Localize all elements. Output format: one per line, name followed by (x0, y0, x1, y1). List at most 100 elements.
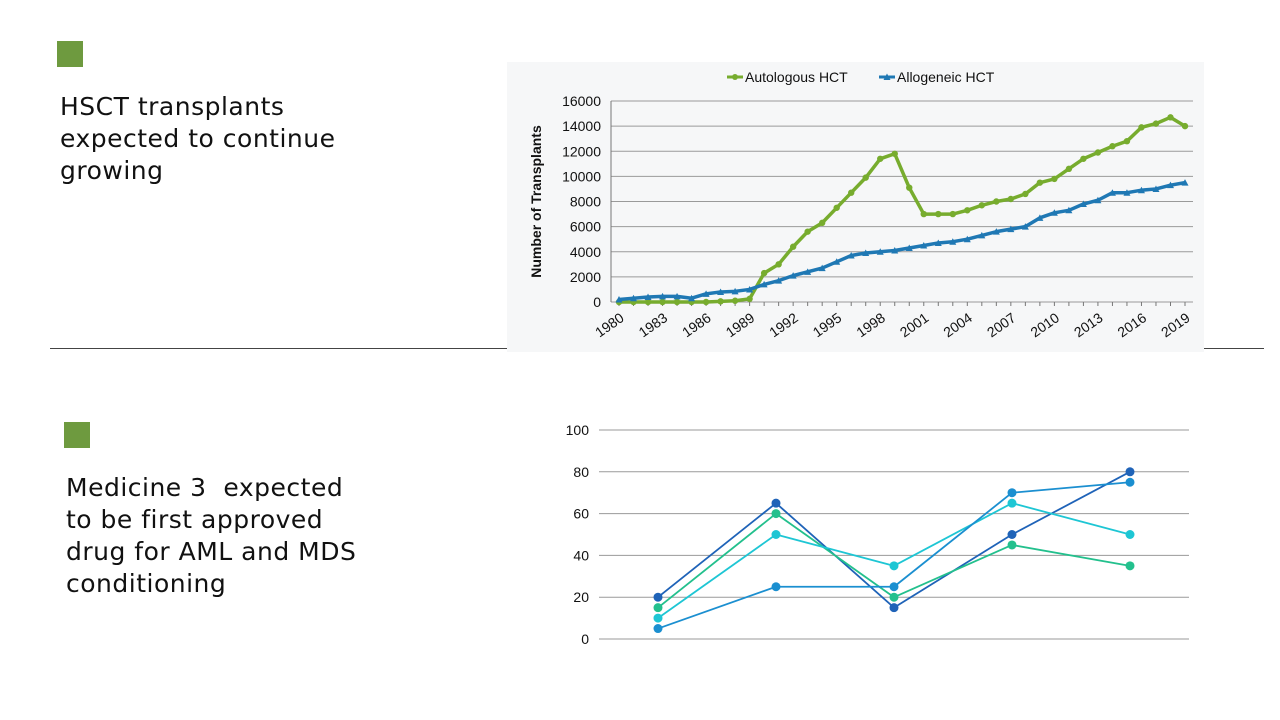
data-point (964, 207, 971, 214)
data-point (818, 264, 826, 272)
data-point (1065, 165, 1073, 173)
y-axis-label: Number of Transplants (528, 125, 544, 278)
data-point (889, 561, 899, 571)
y-tick-label: 10000 (562, 168, 601, 184)
data-point (949, 210, 956, 218)
y-tick-label: 2000 (570, 269, 601, 285)
data-point (746, 295, 753, 303)
data-point (992, 228, 1000, 235)
data-point (905, 244, 913, 251)
data-point (760, 269, 768, 277)
data-point (804, 268, 812, 275)
bullet-2-line-2: to be first approved (66, 505, 324, 534)
data-point (1152, 185, 1160, 192)
data-point (760, 280, 768, 288)
data-point (1109, 143, 1116, 150)
legend-label: Allogeneic HCT (897, 69, 995, 85)
data-point (771, 509, 781, 519)
data-point (1007, 225, 1015, 233)
data-point (978, 202, 986, 209)
y-tick-label: 12000 (562, 143, 601, 159)
data-point (775, 261, 782, 268)
data-point (818, 219, 826, 227)
data-point (1181, 122, 1189, 130)
data-point (1138, 124, 1145, 131)
y-tick-label: 0 (593, 294, 601, 310)
hct-chart: 0 2000 4000 6000 8000 10000 12000 14000 16000 198… (507, 62, 1204, 352)
data-point (1152, 120, 1160, 127)
bullet-2-line-4: conditioning (66, 569, 227, 598)
data-point (1123, 189, 1131, 196)
data-point (877, 155, 884, 162)
data-point (889, 582, 899, 592)
data-point (731, 287, 739, 295)
data-point (891, 150, 898, 157)
data-point (1065, 206, 1073, 214)
data-point (1123, 138, 1131, 145)
data-point (702, 290, 710, 297)
legend-label: Autologous HCT (745, 69, 848, 85)
data-point (847, 252, 855, 259)
data-point (876, 248, 884, 255)
data-point (804, 228, 811, 235)
data-point (1036, 179, 1044, 186)
bullet-text-hsct: HSCT transplants expected to continue grow… (60, 91, 335, 187)
data-point (688, 294, 696, 302)
series-chart: 0 20 40 60 80 100 (548, 418, 1198, 653)
data-point (1108, 189, 1116, 196)
data-point (1007, 540, 1017, 550)
data-point (993, 198, 1000, 205)
data-point (1137, 186, 1145, 194)
data-point (1021, 223, 1029, 230)
data-point (653, 603, 663, 613)
data-point (1007, 195, 1015, 203)
y-tick-label: 6000 (570, 219, 601, 235)
data-point (1022, 190, 1029, 198)
data-point (1167, 114, 1174, 121)
data-point (889, 603, 899, 613)
data-point (1166, 181, 1174, 189)
data-point (935, 210, 942, 218)
data-point (653, 592, 663, 602)
data-point (771, 498, 781, 508)
data-point (1094, 196, 1102, 204)
data-point (848, 189, 855, 196)
data-point (920, 241, 928, 249)
series-line (619, 115, 1186, 304)
data-point (862, 249, 870, 257)
data-point (862, 174, 869, 181)
bullet-marker-2 (64, 422, 90, 448)
data-point (615, 295, 623, 303)
data-point (1094, 149, 1102, 156)
data-point (659, 298, 666, 306)
data-point (934, 239, 942, 246)
data-point (1007, 530, 1017, 539)
data-point (653, 613, 663, 623)
data-point (789, 272, 797, 279)
data-point (963, 235, 971, 243)
data-point (1051, 175, 1058, 183)
hct-chart-svg: 0200040006000800010000120001400016000198… (507, 62, 1204, 352)
data-point (702, 298, 710, 306)
data-point (1007, 498, 1017, 508)
data-point (1036, 214, 1044, 221)
y-tick-label: 14000 (562, 118, 601, 134)
data-point (891, 246, 899, 254)
data-point (717, 288, 725, 295)
series-line (618, 180, 1186, 302)
data-point (789, 243, 797, 250)
data-point (644, 298, 652, 306)
data-point (630, 294, 638, 302)
bullet-2-line-3: drug for AML and MDS (66, 537, 357, 566)
data-point (1125, 561, 1135, 571)
data-point (746, 285, 754, 293)
data-point (833, 258, 841, 265)
bullet-1-line-2: expected to continue (60, 124, 336, 153)
data-point (920, 210, 927, 218)
bullet-text-medicine: Medicine 3 expected to be first approved d… (66, 472, 356, 600)
data-point (731, 297, 739, 304)
data-point (1125, 467, 1135, 477)
y-tick-label: 40 (573, 547, 589, 563)
y-tick-label: 4000 (570, 244, 601, 260)
data-point (771, 582, 781, 592)
